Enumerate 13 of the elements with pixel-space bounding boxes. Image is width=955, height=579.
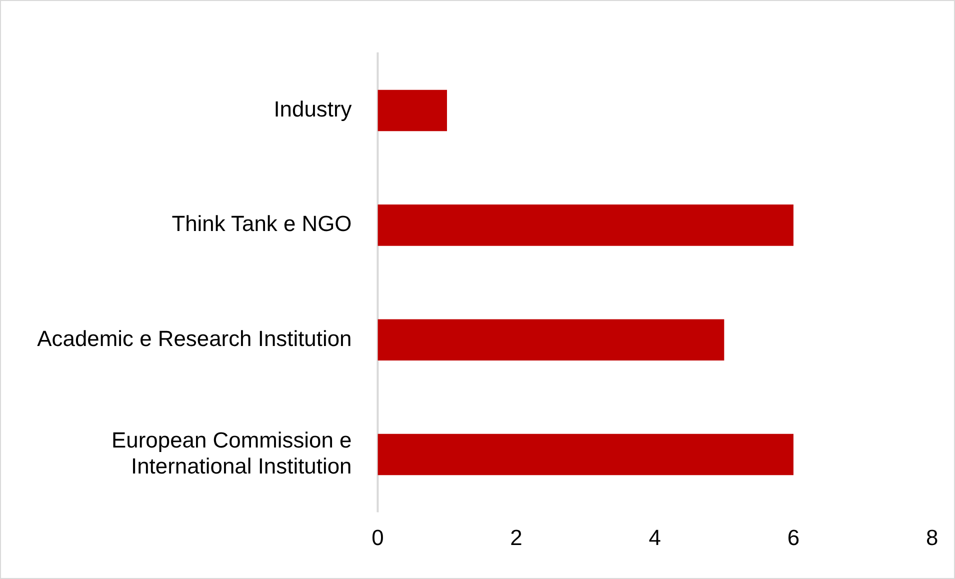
x-tick-label: 8: [926, 524, 938, 550]
y-tick-label: European Commission e International Institution: [112, 427, 352, 479]
y-tick-label: Think Tank e NGO: [172, 211, 352, 236]
bar: [378, 319, 724, 360]
y-tick-label: Industry: [274, 96, 352, 122]
bar: [378, 204, 794, 246]
x-tick-label: 2: [510, 524, 522, 550]
x-tick-label: 6: [787, 524, 800, 550]
bar: [378, 434, 794, 476]
y-tick-label: Academic e Research Institution: [37, 326, 352, 351]
x-tick-label: 0: [372, 524, 384, 550]
x-tick-label: 4: [648, 524, 661, 550]
bar: [378, 90, 447, 132]
